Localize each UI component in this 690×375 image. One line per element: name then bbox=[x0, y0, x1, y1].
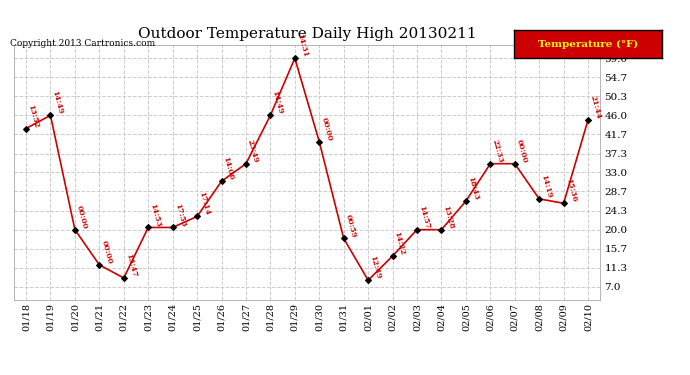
Text: 14:19: 14:19 bbox=[539, 173, 553, 199]
Text: 13:52: 13:52 bbox=[26, 103, 40, 129]
Text: 13:47: 13:47 bbox=[124, 252, 138, 278]
Text: 23:49: 23:49 bbox=[246, 138, 260, 164]
Point bbox=[558, 200, 569, 206]
Point bbox=[21, 126, 32, 132]
Point bbox=[167, 225, 178, 231]
Text: 14:53: 14:53 bbox=[148, 202, 162, 228]
Point bbox=[216, 178, 227, 184]
Text: 22:33: 22:33 bbox=[491, 138, 504, 164]
Point bbox=[94, 262, 105, 268]
Text: 13:28: 13:28 bbox=[442, 204, 455, 230]
Point bbox=[387, 253, 398, 259]
Title: Outdoor Temperature Daily High 20130211: Outdoor Temperature Daily High 20130211 bbox=[138, 27, 476, 41]
Point bbox=[240, 161, 251, 167]
Text: 14:49: 14:49 bbox=[270, 90, 284, 116]
Point bbox=[460, 198, 471, 204]
Text: 21:44: 21:44 bbox=[588, 94, 602, 120]
Point bbox=[338, 236, 349, 242]
Text: 17:14: 17:14 bbox=[197, 191, 211, 216]
Text: 00:00: 00:00 bbox=[99, 239, 113, 265]
Text: 14:06: 14:06 bbox=[221, 156, 235, 181]
Point bbox=[411, 226, 422, 232]
Point bbox=[45, 112, 56, 118]
Text: 12:49: 12:49 bbox=[368, 255, 382, 280]
Point bbox=[265, 112, 276, 118]
Text: 00:00: 00:00 bbox=[319, 116, 333, 142]
Point bbox=[118, 275, 129, 281]
Point bbox=[436, 226, 447, 232]
Point bbox=[509, 161, 520, 167]
Point bbox=[533, 196, 544, 202]
Text: Copyright 2013 Cartronics.com: Copyright 2013 Cartronics.com bbox=[10, 39, 156, 48]
Text: 14:49: 14:49 bbox=[50, 90, 64, 116]
Text: 14:31: 14:31 bbox=[295, 33, 309, 58]
Point bbox=[582, 117, 593, 123]
Text: 18:43: 18:43 bbox=[466, 176, 480, 201]
Point bbox=[70, 226, 81, 232]
Text: 00:00: 00:00 bbox=[515, 138, 529, 164]
Text: 00:59: 00:59 bbox=[344, 213, 357, 238]
Text: 15:36: 15:36 bbox=[564, 178, 578, 203]
Point bbox=[314, 139, 325, 145]
Text: Temperature (°F): Temperature (°F) bbox=[538, 39, 638, 49]
Point bbox=[485, 161, 496, 167]
Point bbox=[192, 213, 203, 219]
Text: 14:57: 14:57 bbox=[417, 204, 431, 230]
Point bbox=[143, 225, 154, 231]
Text: 14:22: 14:22 bbox=[393, 231, 406, 256]
Text: 17:53: 17:53 bbox=[172, 202, 187, 228]
Point bbox=[363, 277, 374, 283]
Text: 00:00: 00:00 bbox=[75, 204, 89, 230]
Point bbox=[289, 55, 300, 61]
